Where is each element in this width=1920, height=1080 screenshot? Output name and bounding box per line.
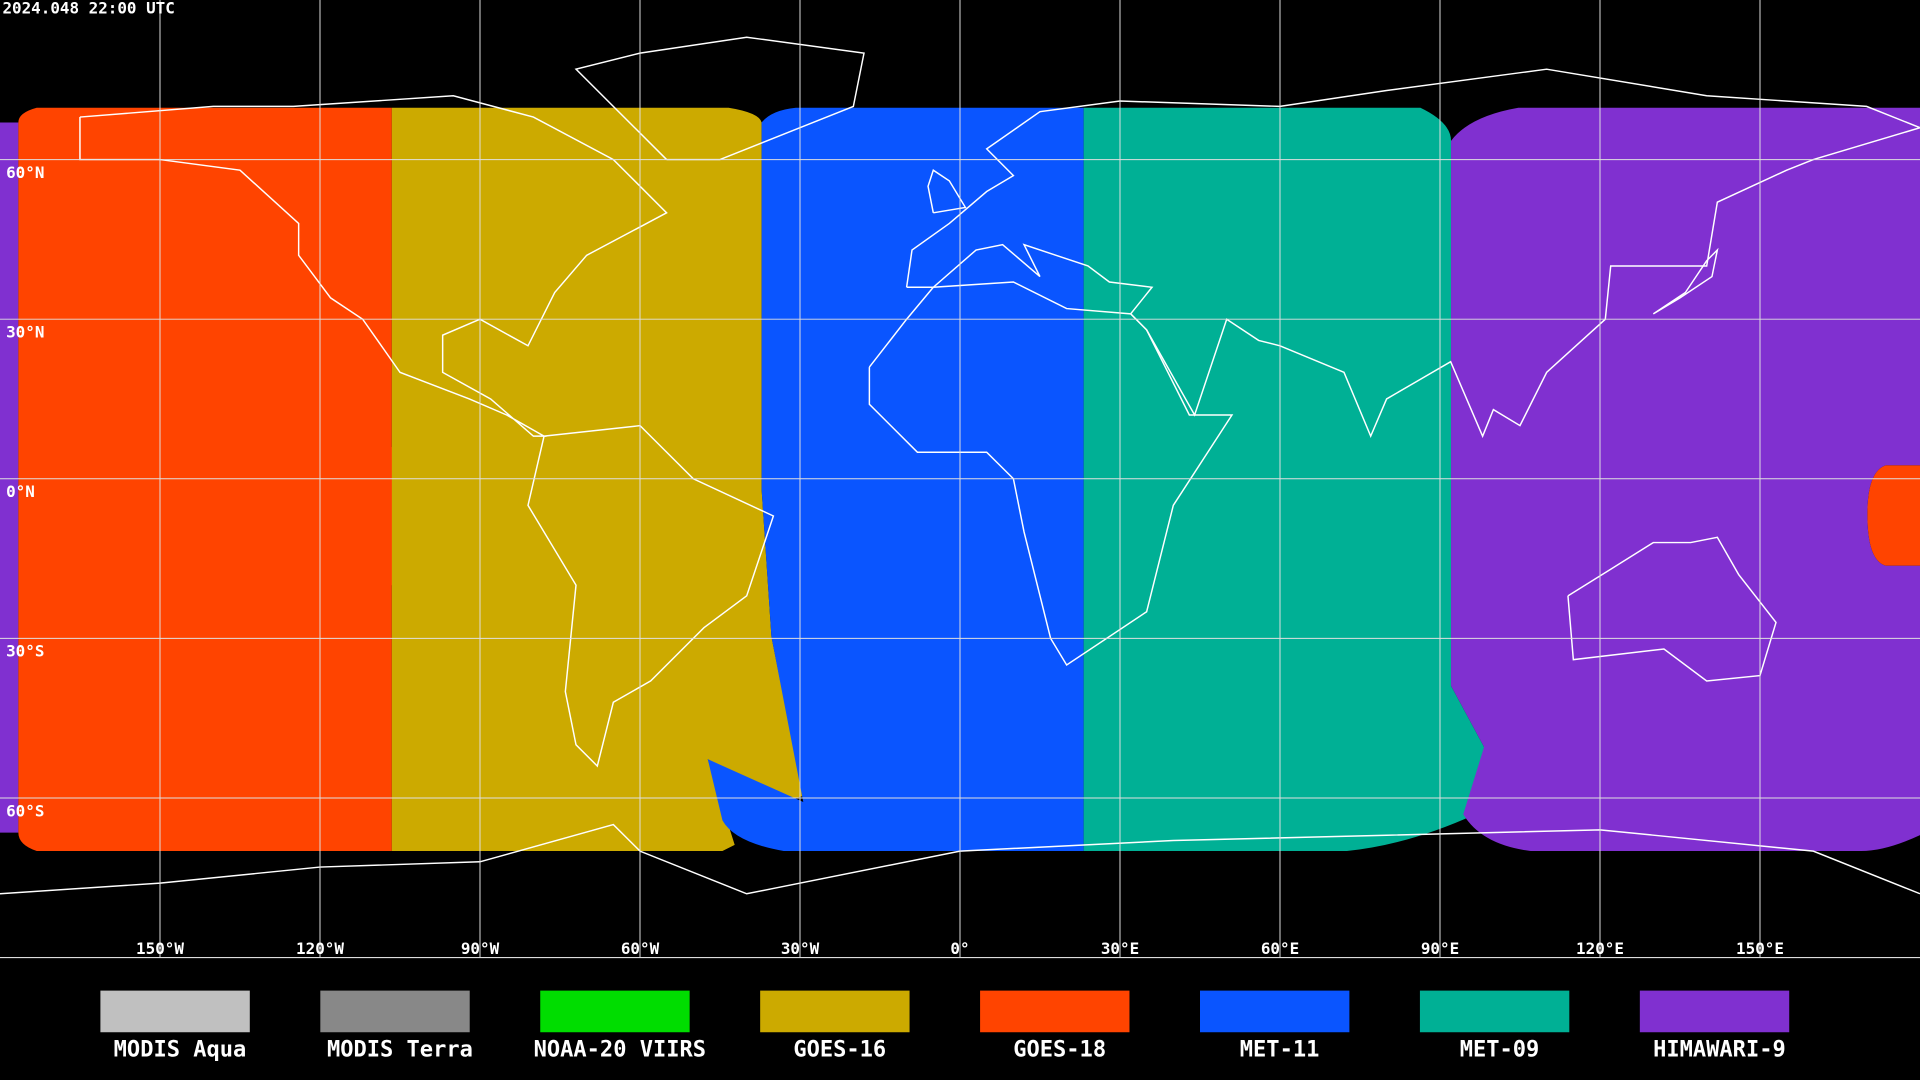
legend-label: MODIS Terra	[327, 1038, 473, 1063]
longitude-label: 120°E	[1576, 939, 1624, 958]
longitude-label: 30°E	[1101, 939, 1139, 958]
longitude-label: 30°W	[781, 939, 820, 958]
legend-label: NOAA-20 VIIRS	[534, 1038, 706, 1063]
latitude-label: 30°S	[6, 642, 44, 661]
legend-label: GOES-18	[1013, 1038, 1106, 1063]
coverage-region	[1867, 465, 1920, 566]
legend-swatch	[1639, 990, 1790, 1033]
longitude-label: 120°W	[296, 939, 344, 958]
legend-label: MET-09	[1460, 1038, 1540, 1063]
coverage-region	[18, 107, 432, 852]
legend-label: MODIS Aqua	[114, 1038, 247, 1063]
legend-label: GOES-16	[793, 1038, 886, 1063]
legend-swatch	[320, 990, 470, 1033]
coverage-region	[707, 107, 1084, 852]
longitude-label: 90°E	[1421, 939, 1459, 958]
coastline	[574, 36, 865, 161]
longitude-label: 60°W	[621, 939, 660, 958]
coastline	[79, 95, 668, 437]
coastline	[868, 281, 1234, 667]
coverage-region	[1451, 107, 1920, 852]
legend-swatch	[1419, 990, 1570, 1033]
latitude-label: 60°S	[6, 801, 44, 820]
latitude-label: 0°N	[6, 482, 35, 501]
longitude-label: 150°W	[136, 939, 184, 958]
longitude-label: 150°E	[1736, 939, 1784, 958]
coastline	[1652, 247, 1719, 315]
legend-swatch	[1200, 990, 1350, 1033]
longitude-label: 90°W	[461, 939, 500, 958]
latitude-label: 60°N	[6, 163, 44, 182]
longitude-label: 60°E	[1261, 939, 1299, 958]
timestamp: 2024.048 22:00 UTC	[2, 0, 174, 17]
legend-swatch	[980, 990, 1130, 1033]
latitude-label: 30°N	[6, 323, 44, 342]
longitude-label: 0°	[950, 939, 969, 958]
legend-label: MET-11	[1240, 1038, 1320, 1063]
coverage-region	[391, 107, 804, 852]
coastline	[527, 424, 775, 768]
legend-swatch	[760, 990, 910, 1033]
coverage-region	[0, 122, 19, 833]
legend-label: HIMAWARI-9	[1653, 1038, 1786, 1063]
legend-swatch	[540, 990, 690, 1033]
legend-swatch	[100, 990, 250, 1033]
coverage-region	[1083, 107, 1485, 852]
coastline	[1567, 536, 1777, 682]
